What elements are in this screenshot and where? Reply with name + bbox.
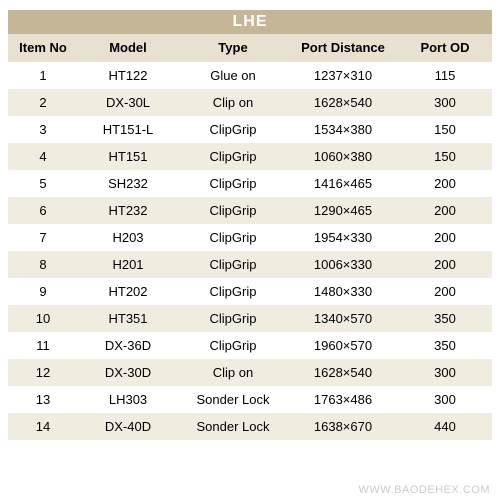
cell-portod: 200 [398, 224, 492, 251]
cell-portdist: 1480×330 [288, 278, 398, 305]
cell-portdist: 1006×330 [288, 251, 398, 278]
table-row: 6HT232ClipGrip1290×465200 [8, 197, 492, 224]
cell-model: HT151-L [78, 116, 178, 143]
cell-model: HT122 [78, 62, 178, 89]
cell-portod: 150 [398, 116, 492, 143]
table-title: LHE [8, 10, 492, 34]
cell-type: ClipGrip [178, 224, 288, 251]
cell-model: H201 [78, 251, 178, 278]
cell-portod: 440 [398, 413, 492, 440]
cell-model: DX-30L [78, 89, 178, 116]
table-row: 9HT202ClipGrip1480×330200 [8, 278, 492, 305]
cell-portod: 200 [398, 278, 492, 305]
table-header-row: Item No Model Type Port Distance Port OD [8, 34, 492, 62]
cell-type: ClipGrip [178, 278, 288, 305]
cell-type: ClipGrip [178, 143, 288, 170]
header-portdist: Port Distance [288, 34, 398, 62]
cell-itemno: 4 [8, 143, 78, 170]
cell-itemno: 10 [8, 305, 78, 332]
cell-portdist: 1954×330 [288, 224, 398, 251]
table-row: 10HT351ClipGrip1340×570350 [8, 305, 492, 332]
cell-model: DX-40D [78, 413, 178, 440]
cell-type: ClipGrip [178, 332, 288, 359]
cell-model: SH232 [78, 170, 178, 197]
table-row: 4HT151ClipGrip1060×380150 [8, 143, 492, 170]
table-row: 8H201ClipGrip1006×330200 [8, 251, 492, 278]
cell-itemno: 11 [8, 332, 78, 359]
table-row: 2DX-30LClip on1628×540300 [8, 89, 492, 116]
cell-portdist: 1628×540 [288, 89, 398, 116]
cell-portdist: 1340×570 [288, 305, 398, 332]
cell-type: ClipGrip [178, 197, 288, 224]
cell-type: ClipGrip [178, 116, 288, 143]
cell-portod: 200 [398, 197, 492, 224]
cell-model: HT351 [78, 305, 178, 332]
cell-model: H203 [78, 224, 178, 251]
cell-portdist: 1763×486 [288, 386, 398, 413]
cell-type: ClipGrip [178, 170, 288, 197]
header-type: Type [178, 34, 288, 62]
cell-type: Clip on [178, 89, 288, 116]
cell-portod: 350 [398, 332, 492, 359]
table-container: LHE Item No Model Type Port Distance Por… [0, 0, 500, 440]
cell-portod: 150 [398, 143, 492, 170]
cell-type: ClipGrip [178, 305, 288, 332]
cell-model: HT151 [78, 143, 178, 170]
cell-model: LH303 [78, 386, 178, 413]
table-row: 1HT122Glue on1237×310115 [8, 62, 492, 89]
cell-model: HT232 [78, 197, 178, 224]
cell-portdist: 1628×540 [288, 359, 398, 386]
cell-type: ClipGrip [178, 251, 288, 278]
cell-portdist: 1290×465 [288, 197, 398, 224]
header-portod: Port OD [398, 34, 492, 62]
table-row: 7H203ClipGrip1954×330200 [8, 224, 492, 251]
cell-portdist: 1534×380 [288, 116, 398, 143]
cell-portdist: 1416×465 [288, 170, 398, 197]
cell-type: Clip on [178, 359, 288, 386]
cell-type: Sonder Lock [178, 413, 288, 440]
header-model: Model [78, 34, 178, 62]
cell-itemno: 2 [8, 89, 78, 116]
table-row: 13LH303Sonder Lock1763×486300 [8, 386, 492, 413]
cell-type: Glue on [178, 62, 288, 89]
cell-itemno: 12 [8, 359, 78, 386]
cell-portdist: 1237×310 [288, 62, 398, 89]
cell-portod: 300 [398, 359, 492, 386]
cell-itemno: 8 [8, 251, 78, 278]
cell-portdist: 1638×670 [288, 413, 398, 440]
cell-model: DX-30D [78, 359, 178, 386]
cell-itemno: 9 [8, 278, 78, 305]
table-row: 11DX-36DClipGrip1960×570350 [8, 332, 492, 359]
cell-itemno: 5 [8, 170, 78, 197]
cell-portod: 350 [398, 305, 492, 332]
cell-portod: 200 [398, 251, 492, 278]
cell-itemno: 7 [8, 224, 78, 251]
cell-portdist: 1060×380 [288, 143, 398, 170]
cell-itemno: 13 [8, 386, 78, 413]
header-itemno: Item No [8, 34, 78, 62]
cell-itemno: 3 [8, 116, 78, 143]
cell-portod: 200 [398, 170, 492, 197]
cell-model: HT202 [78, 278, 178, 305]
cell-portod: 300 [398, 386, 492, 413]
cell-portod: 300 [398, 89, 492, 116]
cell-model: DX-36D [78, 332, 178, 359]
cell-itemno: 6 [8, 197, 78, 224]
watermark-text: WWW.BAODEHEX.COM [359, 484, 490, 496]
cell-type: Sonder Lock [178, 386, 288, 413]
cell-portdist: 1960×570 [288, 332, 398, 359]
table-body: 1HT122Glue on1237×3101152DX-30LClip on16… [8, 62, 492, 440]
cell-itemno: 1 [8, 62, 78, 89]
table-row: 3HT151-LClipGrip1534×380150 [8, 116, 492, 143]
table-row: 14DX-40DSonder Lock1638×670440 [8, 413, 492, 440]
table-row: 5SH232ClipGrip1416×465200 [8, 170, 492, 197]
cell-itemno: 14 [8, 413, 78, 440]
cell-portod: 115 [398, 62, 492, 89]
table-row: 12DX-30DClip on1628×540300 [8, 359, 492, 386]
